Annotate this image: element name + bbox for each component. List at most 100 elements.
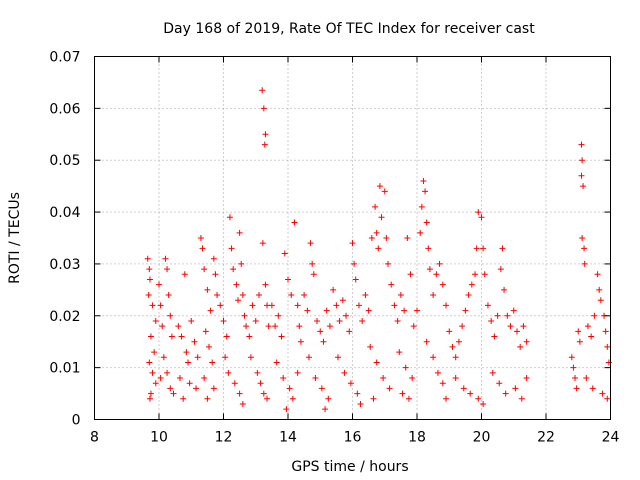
- data-point: [376, 183, 383, 190]
- data-point: [239, 400, 246, 407]
- data-point: [520, 323, 527, 330]
- data-point: [204, 286, 211, 293]
- data-point: [285, 276, 291, 283]
- data-point: [333, 302, 340, 309]
- data-point: [204, 395, 211, 402]
- data-point: [478, 214, 485, 221]
- data-point: [578, 141, 585, 148]
- data-point: [147, 390, 154, 397]
- data-point: [294, 369, 301, 376]
- data-point: [222, 354, 229, 361]
- data-point: [281, 250, 288, 257]
- data-point: [309, 260, 316, 267]
- x-tick-labels: 8 10 12 14 16 18 20 22 24: [90, 430, 619, 446]
- data-point: [579, 157, 586, 164]
- data-point: [260, 105, 267, 112]
- data-point: [334, 354, 341, 361]
- data-point: [383, 235, 390, 241]
- data-point: [294, 302, 301, 309]
- data-point: [475, 209, 482, 216]
- x-tick-label: 8: [90, 430, 99, 446]
- data-point: [247, 354, 254, 361]
- data-point: [156, 281, 162, 288]
- data-point: [160, 354, 167, 361]
- data-point: [499, 245, 506, 252]
- data-point: [183, 349, 190, 356]
- data-point: [373, 359, 380, 366]
- data-point: [305, 354, 312, 361]
- data-point: [339, 297, 346, 304]
- data-point: [314, 317, 321, 324]
- data-point: [233, 281, 240, 288]
- data-point: [264, 395, 271, 402]
- data-point: [164, 266, 171, 273]
- data-point: [168, 333, 175, 340]
- data-point: [484, 302, 491, 309]
- data-point: [583, 375, 590, 382]
- data-point: [580, 183, 587, 190]
- data-point: [214, 292, 221, 299]
- data-point: [152, 317, 159, 324]
- data-point: [386, 385, 393, 392]
- data-point: [323, 307, 330, 314]
- data-point: [185, 359, 192, 366]
- data-point: [584, 323, 591, 330]
- data-point: [468, 281, 475, 288]
- data-point: [349, 240, 356, 247]
- data-point: [494, 312, 501, 319]
- data-point: [210, 255, 217, 262]
- data-point: [517, 343, 524, 350]
- data-point: [167, 385, 174, 392]
- data-point: [199, 245, 206, 252]
- data-point: [320, 338, 327, 345]
- x-tick-label: 22: [537, 430, 555, 446]
- data-point: [162, 255, 169, 262]
- data-point: [194, 354, 201, 361]
- data-point: [191, 338, 198, 345]
- data-point: [347, 380, 354, 387]
- data-point: [420, 177, 427, 184]
- data-point: [352, 276, 359, 283]
- data-point: [228, 245, 235, 252]
- x-tick-label: 16: [344, 430, 362, 446]
- data-point: [346, 328, 353, 335]
- data-point: [235, 297, 242, 304]
- data-point: [197, 235, 204, 241]
- data-point: [384, 260, 391, 267]
- data-point: [230, 266, 237, 273]
- data-point: [307, 240, 314, 247]
- data-point: [157, 375, 164, 382]
- data-point: [452, 354, 459, 361]
- data-point: [236, 390, 243, 397]
- data-point: [575, 328, 582, 335]
- data-point: [372, 203, 379, 210]
- data-point: [380, 375, 387, 382]
- data-point: [341, 369, 348, 376]
- data-point: [209, 359, 216, 366]
- data-point: [149, 302, 156, 309]
- data-point: [388, 281, 395, 288]
- data-point: [165, 292, 172, 299]
- data-point: [151, 349, 158, 356]
- data-point: [205, 343, 212, 350]
- data-point: [146, 276, 153, 283]
- data-point: [362, 292, 369, 299]
- data-point: [188, 317, 195, 324]
- data-point: [405, 395, 412, 402]
- data-point: [217, 302, 224, 309]
- data-point: [417, 229, 424, 236]
- data-point: [167, 312, 174, 319]
- data-point: [261, 141, 268, 148]
- data-point: [343, 312, 350, 319]
- x-tick-label: 10: [150, 430, 168, 446]
- data-point: [178, 333, 185, 340]
- data-point: [257, 380, 264, 387]
- data-point: [436, 260, 443, 267]
- data-point: [249, 302, 256, 309]
- data-point: [159, 323, 166, 330]
- data-point: [373, 229, 380, 236]
- data-point: [594, 271, 601, 278]
- grid-lines: [94, 56, 611, 420]
- data-point: [394, 317, 401, 324]
